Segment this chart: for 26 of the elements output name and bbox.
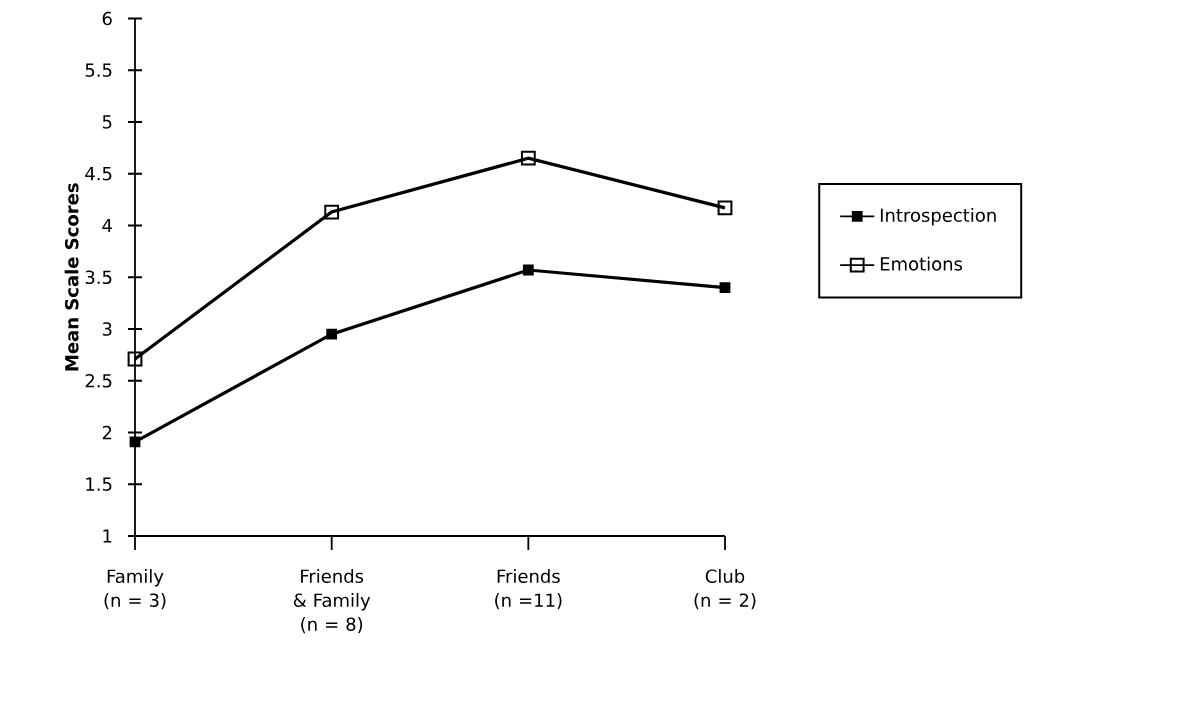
- y-tick-label: 3: [102, 322, 112, 336]
- x-tick-label: Friends & Family (n = 8): [293, 569, 371, 634]
- x-tick-label: Family (n = 3): [104, 569, 166, 610]
- y-tick-label: 4.5: [85, 167, 112, 181]
- x-tick-label: Friends (n =11): [495, 569, 562, 610]
- y-tick-label: 1: [103, 529, 112, 543]
- point: [326, 328, 338, 340]
- y-tick-label: 6: [102, 11, 112, 26]
- point: [127, 351, 143, 367]
- point: [129, 436, 141, 448]
- x-tick-label: Club (n = 2): [694, 569, 756, 610]
- y-tick-label: 2.5: [85, 373, 112, 388]
- point: [324, 204, 340, 220]
- point: [717, 200, 733, 216]
- y-tick-label: 5: [102, 115, 112, 129]
- y-tick-label: 2: [102, 425, 112, 440]
- y-tick-label: 4: [102, 218, 112, 233]
- y-tick-label: 5.5: [85, 63, 112, 77]
- legend-label: Introspection: [880, 208, 996, 226]
- legend-label: Emotions: [880, 256, 963, 271]
- point: [520, 150, 536, 166]
- point: [522, 264, 534, 276]
- y-axis-title: Mean Scale Scores: [64, 183, 79, 371]
- y-tick-label: 3.5: [85, 270, 112, 285]
- point: [719, 282, 731, 293]
- y-tick-label: 1.5: [86, 477, 112, 491]
